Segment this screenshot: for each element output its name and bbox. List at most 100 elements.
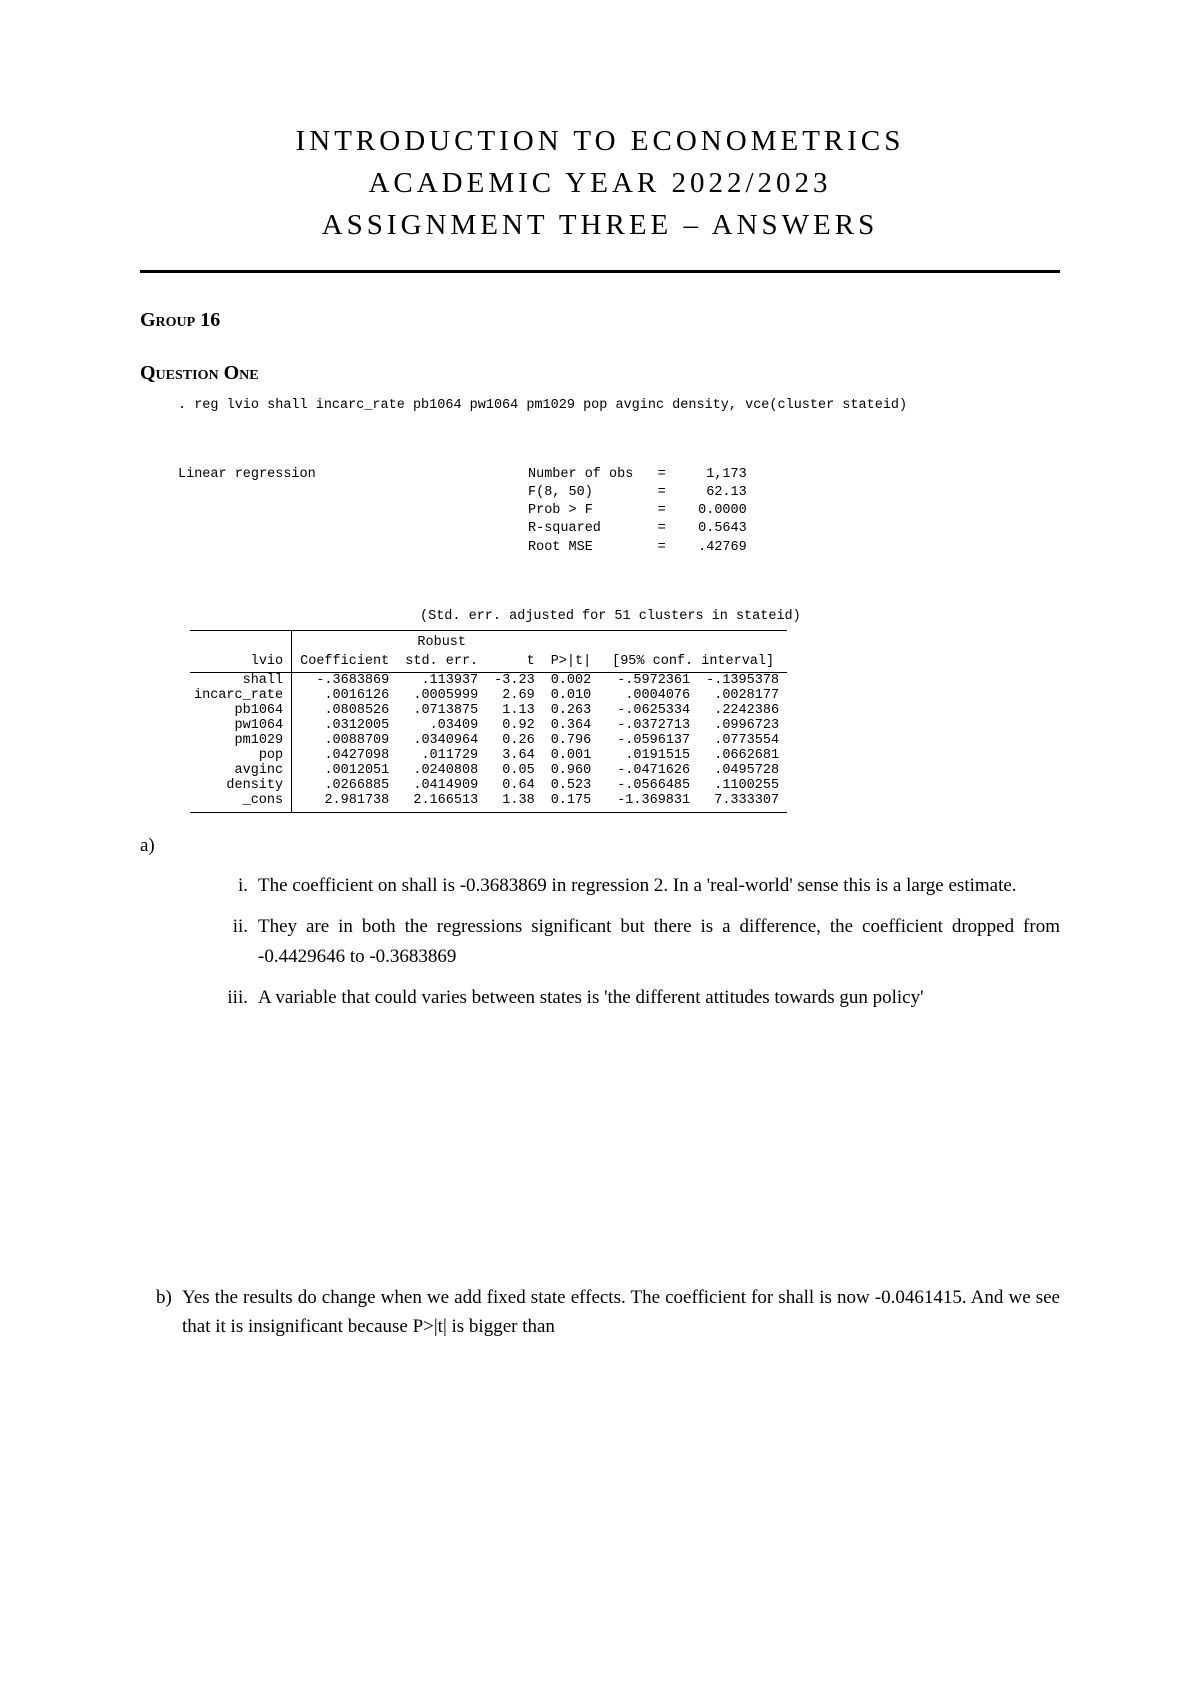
coefficient-table: Robust lvio Coefficient std. err. t P>|t… [190, 630, 787, 813]
model-type: Linear regression [178, 466, 528, 557]
cell-t: 2.69 [486, 688, 543, 703]
table-row: incarc_rate.0016126.00059992.690.010.000… [190, 688, 787, 703]
cell-se: .0713875 [397, 703, 486, 718]
cell-t: 1.13 [486, 703, 543, 718]
item-marker: i. [214, 871, 248, 900]
item-text: A variable that could varies between sta… [258, 987, 924, 1008]
cell-cil: -.0372713 [599, 718, 698, 733]
list-item: iii. A variable that could varies between… [214, 983, 1060, 1012]
cell-cih: .0662681 [698, 748, 787, 763]
col-p: P>|t| [543, 650, 600, 673]
cell-cih: .2242386 [698, 703, 787, 718]
cell-coef: -.3683869 [292, 673, 398, 689]
varname: avginc [190, 763, 292, 778]
cell-se: .011729 [397, 748, 486, 763]
cell-t: 3.64 [486, 748, 543, 763]
title-block: INTRODUCTION TO ECONOMETRICS ACADEMIC YE… [140, 120, 1060, 246]
part-a-label: a) [140, 831, 178, 860]
varname: shall [190, 673, 292, 689]
table-row: shall-.3683869.113937-3.230.002-.5972361… [190, 673, 787, 689]
cell-cil: -.0625334 [599, 703, 698, 718]
table-row: pb1064.0808526.07138751.130.263-.0625334… [190, 703, 787, 718]
cell-t: -3.23 [486, 673, 543, 689]
cell-coef: .0427098 [292, 748, 398, 763]
table-row: density.0266885.04149090.640.523-.056648… [190, 778, 787, 793]
list-item: i. The coefficient on shall is -0.3683869… [214, 871, 1060, 900]
cell-p: 0.523 [543, 778, 600, 793]
varname: incarc_rate [190, 688, 292, 703]
cell-se: .0340964 [397, 733, 486, 748]
cell-cil: .0004076 [599, 688, 698, 703]
cluster-note: (Std. err. adjusted for 51 clusters in s… [420, 609, 1060, 624]
col-coef: Coefficient [292, 650, 398, 673]
page: INTRODUCTION TO ECONOMETRICS ACADEMIC YE… [0, 0, 1200, 1698]
cell-p: 0.175 [543, 793, 600, 813]
cell-cil: .0191515 [599, 748, 698, 763]
varname: _cons [190, 793, 292, 813]
cell-coef: .0808526 [292, 703, 398, 718]
cell-cil: -1.369831 [599, 793, 698, 813]
title-line-2: ACADEMIC YEAR 2022/2023 [140, 162, 1060, 204]
table-row: pm1029.0088709.03409640.260.796-.0596137… [190, 733, 787, 748]
cell-se: 2.166513 [397, 793, 486, 813]
cell-cil: -.0471626 [599, 763, 698, 778]
cell-cih: .0028177 [698, 688, 787, 703]
table-row: _cons2.9817382.1665131.380.175-1.3698317… [190, 793, 787, 813]
cell-cih: .0773554 [698, 733, 787, 748]
cell-se: .0414909 [397, 778, 486, 793]
col-t: t [486, 650, 543, 673]
cell-t: 1.38 [486, 793, 543, 813]
col-se: std. err. [397, 650, 486, 673]
cell-se: .0240808 [397, 763, 486, 778]
cell-t: 0.92 [486, 718, 543, 733]
cell-coef: .0088709 [292, 733, 398, 748]
stata-summary: Linear regression Number of obs = 1,173 … [178, 415, 1060, 593]
cell-p: 0.001 [543, 748, 600, 763]
model-stats: Number of obs = 1,173 F(8, 50) = 62.13 P… [528, 466, 1060, 557]
title-rule [140, 270, 1060, 273]
varname: pb1064 [190, 703, 292, 718]
table-row: avginc.0012051.02408080.050.960-.0471626… [190, 763, 787, 778]
cell-coef: .0012051 [292, 763, 398, 778]
col-depvar: lvio [190, 650, 292, 673]
title-line-3: ASSIGNMENT THREE – ANSWERS [140, 204, 1060, 246]
cell-cih: -.1395378 [698, 673, 787, 689]
answers-block: a) i. The coefficient on shall is -0.3683… [140, 831, 1060, 1012]
cell-se: .0005999 [397, 688, 486, 703]
cell-se: .03409 [397, 718, 486, 733]
table-row: pw1064.0312005.034090.920.364-.0372713.0… [190, 718, 787, 733]
cell-cil: -.5972361 [599, 673, 698, 689]
item-marker: ii. [214, 912, 248, 941]
item-marker: iii. [214, 983, 248, 1012]
cell-coef: .0266885 [292, 778, 398, 793]
cell-cih: .1100255 [698, 778, 787, 793]
cell-t: 0.26 [486, 733, 543, 748]
varname: pm1029 [190, 733, 292, 748]
col-se-top: Robust [397, 631, 486, 651]
cell-cil: -.0566485 [599, 778, 698, 793]
cell-cih: .0495728 [698, 763, 787, 778]
cell-coef: .0312005 [292, 718, 398, 733]
list-item: ii. They are in both the regressions sign… [214, 912, 1060, 971]
table-row: pop.0427098.0117293.640.001.0191515.0662… [190, 748, 787, 763]
part-a-items: i. The coefficient on shall is -0.3683869… [140, 871, 1060, 1013]
cell-coef: 2.981738 [292, 793, 398, 813]
cell-p: 0.010 [543, 688, 600, 703]
title-line-1: INTRODUCTION TO ECONOMETRICS [140, 120, 1060, 162]
cell-p: 0.263 [543, 703, 600, 718]
item-text: The coefficient on shall is -0.3683869 i… [258, 875, 1017, 896]
varname: density [190, 778, 292, 793]
cell-cih: 7.333307 [698, 793, 787, 813]
cell-cih: .0996723 [698, 718, 787, 733]
cell-p: 0.796 [543, 733, 600, 748]
varname: pw1064 [190, 718, 292, 733]
item-text: They are in both the regressions signifi… [258, 916, 1060, 966]
varname: pop [190, 748, 292, 763]
cell-t: 0.64 [486, 778, 543, 793]
cell-p: 0.364 [543, 718, 600, 733]
col-ci: [95% conf. interval] [599, 650, 787, 673]
group-heading: Group 16 [140, 309, 1060, 332]
cell-cil: -.0596137 [599, 733, 698, 748]
part-b-text: Yes the results do change when we add fi… [182, 1287, 1060, 1337]
question-heading: Question One [140, 362, 1060, 385]
